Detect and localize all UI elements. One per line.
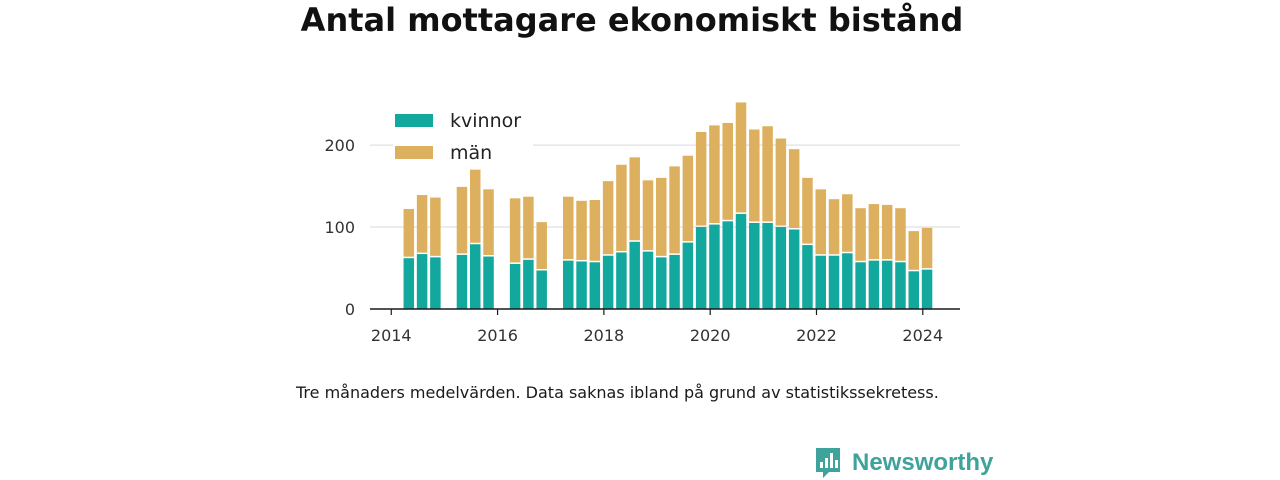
bar-kvinnor [589, 262, 601, 309]
bar-man [828, 199, 840, 255]
legend-swatch [395, 114, 433, 127]
bar-man [589, 199, 601, 261]
bar-man [483, 189, 494, 256]
x-tick-label: 2014 [371, 326, 412, 345]
legend-swatch [395, 146, 433, 159]
brand-logo[interactable]: Newsworthy [814, 446, 993, 480]
bar-kvinnor [483, 256, 494, 309]
bar-man [842, 194, 853, 252]
bar-kvinnor [456, 254, 468, 309]
legend: kvinnor män [393, 102, 533, 164]
x-tick-label: 2024 [902, 326, 943, 345]
bar-man [430, 197, 441, 256]
bar-man [602, 181, 614, 255]
bar-kvinnor [775, 227, 787, 309]
y-tick-label: 100 [324, 218, 355, 237]
bar-kvinnor [469, 244, 481, 309]
bar-kvinnor [642, 251, 654, 309]
bar-man [868, 204, 880, 260]
bar-man [642, 180, 654, 251]
bar-man [722, 122, 733, 220]
bar-man [749, 129, 760, 222]
bar-kvinnor [921, 269, 933, 309]
bar-kvinnor [855, 262, 866, 309]
legend-label: kvinnor [450, 110, 521, 132]
y-tick-label: 0 [345, 300, 355, 319]
bar-kvinnor [842, 253, 853, 309]
bar-man [523, 196, 534, 259]
bars [403, 102, 933, 309]
brand-name: Newsworthy [852, 449, 994, 476]
bar-man [682, 155, 694, 242]
y-tick-label: 200 [324, 136, 355, 155]
chart-title: Antal mottagare ekonomiskt bistånd [300, 1, 964, 39]
bar-man [629, 157, 640, 241]
bar-kvinnor [509, 263, 521, 309]
bar-kvinnor [762, 222, 773, 309]
bar-kvinnor [430, 257, 441, 309]
bar-man [509, 198, 521, 263]
bar-kvinnor [788, 229, 800, 309]
bar-kvinnor [709, 224, 720, 309]
bar-man [536, 222, 547, 269]
newsworthy-logo-icon [816, 448, 840, 478]
bar-man [908, 231, 920, 270]
bar-kvinnor [735, 213, 747, 309]
bar-kvinnor [416, 254, 428, 309]
bar-kvinnor [722, 221, 733, 309]
bar-kvinnor [908, 271, 920, 309]
bar-man [762, 126, 773, 222]
bar-kvinnor [695, 227, 707, 309]
bar-man [695, 131, 707, 226]
bar-kvinnor [536, 270, 547, 309]
bar-man [469, 169, 481, 243]
bar-man [921, 227, 933, 269]
bar-man [416, 195, 428, 253]
x-tick-label: 2020 [690, 326, 731, 345]
bar-kvinnor [828, 255, 840, 309]
bar-kvinnor [895, 262, 906, 309]
x-tick-label: 2022 [796, 326, 837, 345]
bar-kvinnor [629, 241, 640, 309]
bar-kvinnor [682, 242, 694, 309]
bar-kvinnor [815, 255, 826, 309]
bar-man [735, 102, 747, 213]
bar-kvinnor [602, 255, 614, 309]
bar-man [616, 164, 627, 251]
bar-kvinnor [616, 252, 627, 309]
legend-label: män [450, 142, 492, 164]
bar-man [775, 138, 787, 226]
bar-kvinnor [881, 260, 893, 309]
y-axis-ticks: 0 100 200 [324, 136, 355, 319]
bar-man [855, 208, 866, 261]
bar-kvinnor [523, 259, 534, 309]
bar-man [881, 204, 893, 260]
chart-footnote: Tre månaders medelvärden. Data saknas ib… [296, 383, 939, 402]
bar-man [656, 177, 667, 256]
bar-man [576, 200, 587, 260]
bar-kvinnor [802, 245, 813, 309]
bar-kvinnor [563, 260, 574, 309]
bar-man [456, 186, 468, 254]
x-axis-ticks: 2014 2016 2018 2020 2022 2024 [371, 309, 943, 345]
bar-kvinnor [576, 261, 587, 309]
x-tick-label: 2018 [584, 326, 625, 345]
bar-man [563, 196, 574, 260]
bar-kvinnor [669, 254, 680, 309]
bar-kvinnor [403, 258, 415, 309]
x-tick-label: 2016 [477, 326, 518, 345]
bar-kvinnor [749, 222, 760, 309]
bar-man [802, 177, 813, 244]
bar-man [669, 166, 680, 254]
bar-kvinnor [868, 260, 880, 309]
bar-man [815, 189, 826, 255]
bar-kvinnor [656, 257, 667, 309]
bar-man [403, 209, 415, 257]
bar-man [709, 125, 720, 224]
bar-man [788, 149, 800, 228]
bar-man [895, 208, 906, 261]
